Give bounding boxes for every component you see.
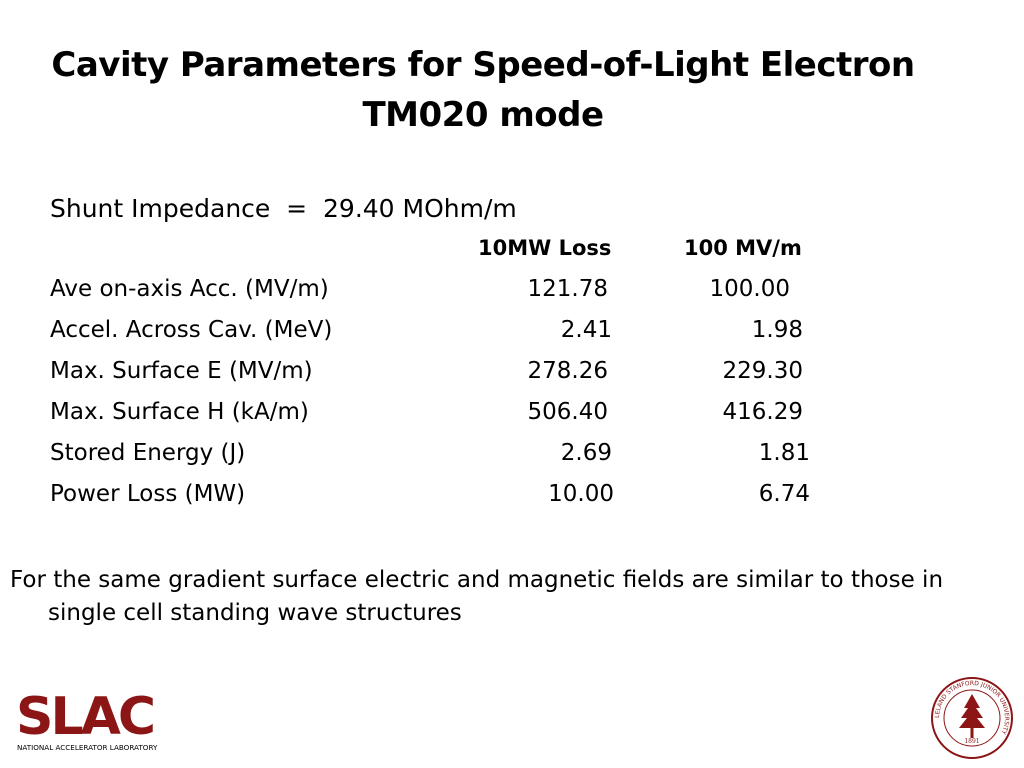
stanford-seal: LELAND STANFORD JUNIOR UNIVERSITY 1891 bbox=[931, 677, 1013, 759]
value-100mvm: 6.74 bbox=[758, 481, 810, 507]
value-10mw-loss: 10.00 bbox=[548, 481, 614, 507]
row-label: Max. Surface H (kA/m) bbox=[50, 399, 309, 425]
table-row: Ave on-axis Acc. (MV/m) 121.78 100.00 bbox=[0, 276, 1024, 316]
value-10mw-loss: 2.69 bbox=[560, 440, 612, 466]
value-100mvm: 100.00 bbox=[709, 276, 790, 302]
column-header-10mw-loss: 10MW Loss bbox=[478, 236, 612, 260]
row-label: Max. Surface E (MV/m) bbox=[50, 358, 313, 384]
column-header-100mvm: 100 MV/m bbox=[684, 236, 802, 260]
title-line-2: TM020 mode bbox=[362, 95, 604, 135]
table-row: Max. Surface E (MV/m) 278.26 229.30 bbox=[0, 358, 1024, 398]
value-10mw-loss: 121.78 bbox=[527, 276, 608, 302]
value-10mw-loss: 278.26 bbox=[527, 358, 608, 384]
value-100mvm: 229.30 bbox=[722, 358, 803, 384]
value-100mvm: 416.29 bbox=[722, 399, 803, 425]
row-label: Power Loss (MW) bbox=[50, 481, 246, 507]
shunt-impedance: Shunt Impedance = 29.40 MOhm/m bbox=[50, 194, 517, 223]
table-row: Accel. Across Cav. (MeV) 2.41 1.98 bbox=[0, 317, 1024, 357]
value-100mvm: 1.98 bbox=[751, 317, 803, 343]
slac-logo: SLAC NATIONAL ACCELERATOR LABORATORY bbox=[16, 688, 158, 752]
value-100mvm: 1.81 bbox=[758, 440, 810, 466]
slac-logo-subtitle: NATIONAL ACCELERATOR LABORATORY bbox=[17, 743, 158, 752]
title-line-1: Cavity Parameters for Speed-of-Light Ele… bbox=[51, 45, 915, 85]
slac-logo-text: SLAC bbox=[16, 688, 153, 747]
summary-note: For the same gradient surface electric a… bbox=[10, 567, 944, 626]
row-label: Accel. Across Cav. (MeV) bbox=[50, 317, 333, 343]
slide-title: Cavity Parameters for Speed-of-Light Ele… bbox=[0, 40, 966, 140]
tree-icon bbox=[959, 694, 985, 738]
seal-year: 1891 bbox=[964, 738, 979, 745]
table-row: Max. Surface H (kA/m) 506.40 416.29 bbox=[0, 399, 1024, 439]
table-row: Power Loss (MW) 10.00 6.74 bbox=[0, 481, 1024, 521]
row-label: Ave on-axis Acc. (MV/m) bbox=[50, 276, 329, 302]
row-label: Stored Energy (J) bbox=[50, 440, 246, 466]
table-row: Stored Energy (J) 2.69 1.81 bbox=[0, 440, 1024, 480]
value-10mw-loss: 506.40 bbox=[527, 399, 608, 425]
value-10mw-loss: 2.41 bbox=[560, 317, 612, 343]
